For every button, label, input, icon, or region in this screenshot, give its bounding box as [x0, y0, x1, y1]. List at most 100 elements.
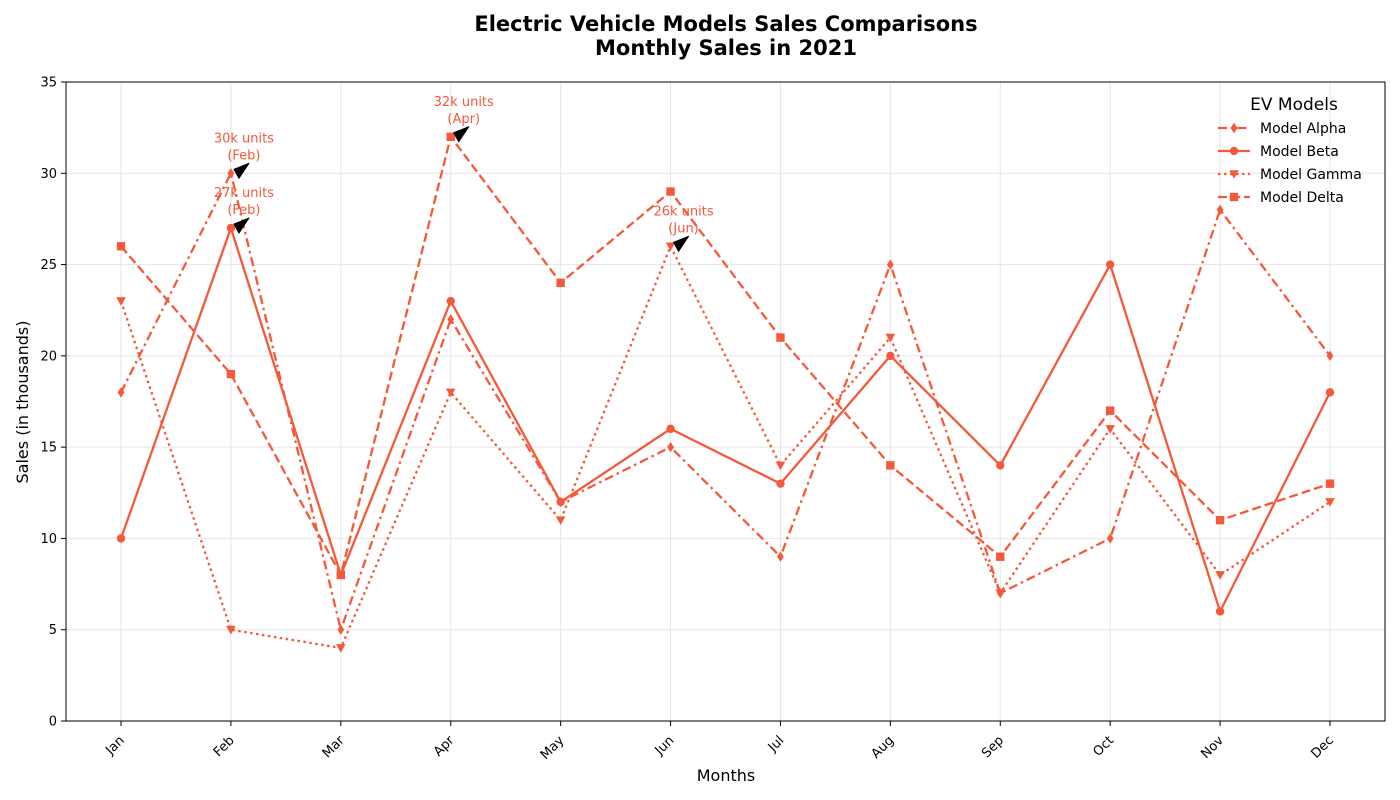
data-point-model-gamma	[995, 589, 1006, 598]
y-tick-label: 35	[40, 76, 57, 91]
series-line-model-alpha	[119, 172, 1331, 631]
data-point-model-gamma	[1105, 425, 1115, 434]
axes: Jan Feb Mar Apr May Jun Jul Aug Sep Oct Nov Dec 0 5 10…	[40, 76, 1386, 763]
data-point-model-alpha	[337, 624, 345, 635]
data-point-model-delta	[336, 570, 346, 580]
data-point-model-delta	[666, 187, 675, 196]
annotation-text: (Apr)	[447, 112, 480, 127]
data-point-model-beta	[556, 497, 565, 507]
data-point-model-alpha	[1216, 204, 1224, 215]
data-point-model-alpha	[227, 168, 235, 179]
data-point-model-delta	[1105, 406, 1115, 415]
legend-label: Model Gamma	[1260, 167, 1362, 183]
data-point-model-gamma	[226, 625, 236, 635]
legend-label: Model Delta	[1260, 190, 1344, 206]
series-model-gamma	[116, 242, 1335, 653]
data-point-model-alpha	[777, 551, 784, 562]
data-point-model-beta	[116, 534, 126, 543]
data-point-model-delta	[886, 461, 895, 470]
y-tick-label: 25	[40, 258, 57, 273]
legend-label: Model Alpha	[1260, 121, 1346, 137]
series-model-delta	[116, 132, 1335, 580]
plot-frame	[65, 81, 1386, 722]
legend-item-model-beta: Model Beta	[1218, 144, 1339, 160]
annotation-text: (Feb)	[227, 203, 260, 218]
data-point-model-alpha	[886, 259, 894, 270]
data-point-model-delta	[996, 552, 1005, 561]
data-point-model-gamma	[665, 242, 676, 252]
legend-item-model-gamma: Model Gamma	[1218, 167, 1362, 183]
series-line-model-gamma	[119, 245, 1331, 650]
data-point-model-beta	[446, 296, 455, 306]
data-point-model-beta	[226, 223, 236, 233]
chart-title: Electric Vehicle Models Sales Comparison…	[474, 12, 977, 36]
x-tick-label: Jan	[102, 733, 127, 758]
annotation-text: 26k units	[653, 204, 713, 219]
data-point-model-beta	[666, 424, 675, 434]
x-tick-label: Jul	[765, 733, 787, 755]
legend-label: Model Beta	[1260, 144, 1339, 160]
legend-title: EV Models	[1250, 95, 1338, 115]
data-point-model-alpha	[447, 314, 455, 325]
data-point-model-gamma	[885, 333, 896, 343]
y-axis-label: Sales (in thousands)	[13, 321, 32, 484]
data-point-model-delta	[556, 278, 565, 288]
data-point-model-beta	[1105, 260, 1115, 269]
data-point-model-delta	[776, 333, 785, 342]
data-point-model-delta	[1215, 515, 1225, 525]
legend-marker	[1229, 192, 1239, 202]
x-tick-label: Nov	[1198, 733, 1227, 762]
x-tick-label: May	[538, 733, 568, 763]
legend-item-model-alpha: Model Alpha	[1218, 121, 1346, 137]
y-tick-label: 30	[40, 167, 57, 182]
annotation-arrow	[673, 235, 690, 252]
series-lines	[116, 132, 1335, 653]
data-point-model-gamma	[555, 516, 566, 525]
annotation: 26k units (Jun)	[653, 204, 714, 252]
data-point-model-beta	[886, 351, 895, 361]
data-point-model-delta	[1325, 479, 1335, 488]
x-axis-label: Months	[697, 766, 755, 785]
data-point-model-beta	[1325, 388, 1335, 397]
legend-item-model-delta: Model Delta	[1218, 190, 1344, 206]
data-point-model-beta	[776, 479, 785, 488]
series-line-model-beta	[119, 226, 1332, 613]
x-tick-label: Oct	[1091, 733, 1118, 760]
data-point-model-beta	[996, 461, 1005, 470]
data-point-model-alpha	[117, 387, 125, 398]
data-point-model-delta	[446, 132, 455, 141]
y-tick-label: 0	[49, 715, 57, 730]
annotation-arrow	[233, 162, 250, 179]
x-tick-label: Aug	[869, 733, 898, 762]
data-point-model-gamma	[775, 461, 786, 471]
y-tick-label: 5	[49, 623, 57, 638]
x-tick-label: Mar	[320, 733, 348, 761]
data-point-model-delta	[226, 369, 236, 379]
data-point-model-gamma	[336, 644, 346, 653]
x-tick-label: Feb	[211, 733, 238, 760]
annotation: 30k units (Feb)	[214, 131, 274, 179]
annotations: 30k units (Feb) 27k units (Feb) 32k units (Ap…	[214, 95, 714, 252]
x-tick-label: Dec	[1308, 733, 1336, 761]
annotation-text: 30k units	[214, 131, 274, 146]
x-tick-label: Jun	[652, 733, 678, 759]
x-tick-label: Apr	[431, 733, 458, 760]
grid	[66, 81, 1385, 722]
data-point-model-gamma	[1215, 571, 1225, 580]
annotation-text: 32k units	[434, 95, 494, 110]
data-point-model-beta	[1215, 607, 1225, 616]
annotation-text: (Jun)	[668, 221, 698, 236]
legend-marker	[1229, 146, 1239, 156]
legend-marker	[1229, 170, 1239, 179]
annotation-text: (Feb)	[227, 148, 260, 163]
y-tick-label: 20	[40, 349, 57, 364]
chart-subtitle: Monthly Sales in 2021	[595, 36, 857, 60]
data-point-model-alpha	[667, 441, 674, 453]
series-model-alpha	[117, 168, 1334, 635]
data-point-model-gamma	[116, 297, 126, 306]
annotation: 27k units (Feb)	[214, 186, 274, 234]
annotation-arrow	[453, 126, 470, 143]
x-tick-label: Sep	[979, 733, 1007, 761]
legend: EV Models Model Alpha Model Beta Model Gamm…	[1218, 95, 1362, 206]
